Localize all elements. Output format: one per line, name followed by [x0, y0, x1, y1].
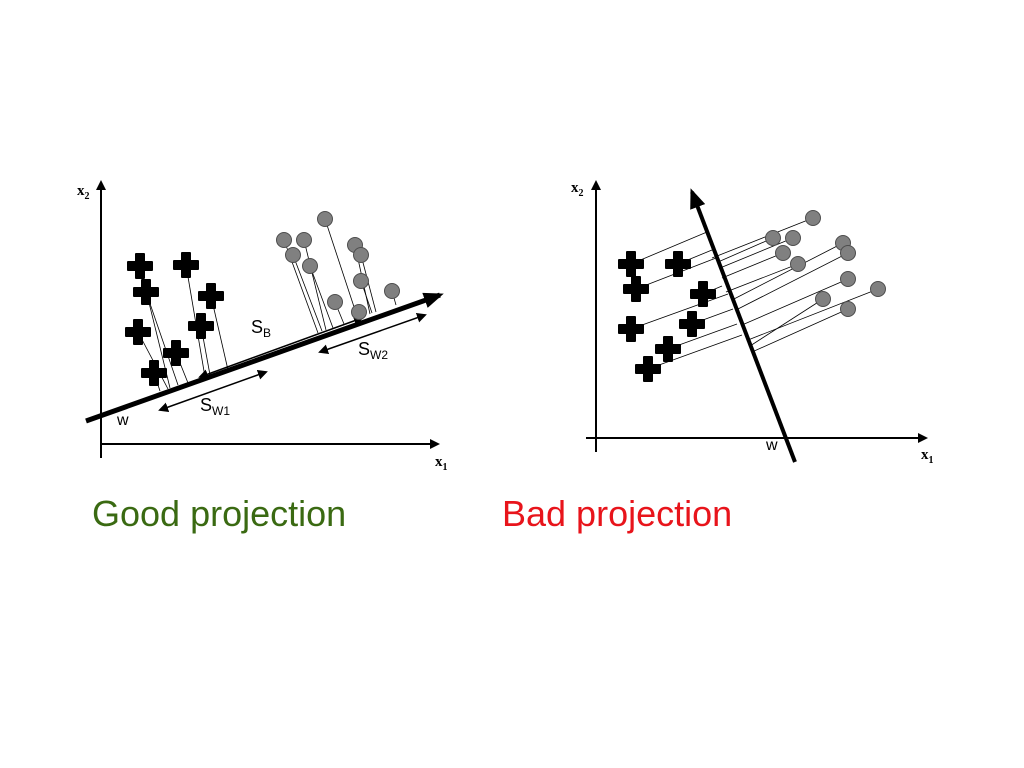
circle-icon — [765, 230, 781, 246]
circle-icon — [870, 281, 886, 297]
circle-icon — [302, 258, 318, 274]
good-projection-panel: x2 x1 w — [77, 180, 448, 473]
good-sw1-label: SW1 — [200, 395, 230, 418]
cross-icon — [618, 251, 644, 277]
good-sw2-arrow — [318, 312, 427, 355]
good-y-axis-label: x2 — [77, 183, 90, 202]
circle-icon — [790, 256, 806, 272]
cross-icon — [618, 316, 644, 342]
bad-class2-markers — [765, 210, 886, 317]
bad-projection-caption: Bad projection — [502, 493, 733, 534]
circle-icon — [285, 247, 301, 263]
good-sb-arrow — [198, 316, 364, 379]
good-sw2-label: SW2 — [358, 339, 388, 362]
circle-icon — [327, 294, 343, 310]
circle-icon — [317, 211, 333, 227]
circle-icon — [353, 247, 369, 263]
circle-icon — [384, 283, 400, 299]
cross-icon — [665, 251, 691, 277]
bad-projection-panel: x2 x1 w — [571, 180, 934, 466]
circle-icon — [353, 273, 369, 289]
cross-icon — [163, 340, 189, 366]
circle-icon — [785, 230, 801, 246]
bad-x-axis-label: x1 — [921, 447, 934, 466]
good-sb-label: SB — [251, 317, 271, 340]
good-x-axis-label: x1 — [435, 454, 448, 473]
circle-icon — [815, 291, 831, 307]
cross-icon — [141, 360, 167, 386]
cross-icon — [623, 276, 649, 302]
circle-icon — [840, 271, 856, 287]
bad-w-label: w — [765, 437, 778, 454]
good-sw1-arrow — [158, 369, 268, 413]
cross-icon — [127, 253, 153, 279]
cross-icon — [690, 281, 716, 307]
good-projection-caption: Good projection — [92, 493, 347, 534]
cross-icon — [188, 313, 214, 339]
cross-icon — [173, 252, 199, 278]
cross-icon — [198, 283, 224, 309]
circle-icon — [840, 301, 856, 317]
cross-icon — [635, 356, 661, 382]
circle-icon — [276, 232, 292, 248]
bad-class1-markers — [618, 251, 716, 382]
cross-icon — [133, 279, 159, 305]
good-w-label: w — [116, 412, 129, 429]
circle-icon — [805, 210, 821, 226]
good-class1-markers — [125, 252, 224, 386]
good-class2-markers — [276, 211, 400, 320]
circle-icon — [351, 304, 367, 320]
cross-icon — [125, 319, 151, 345]
circle-icon — [840, 245, 856, 261]
circle-icon — [296, 232, 312, 248]
cross-icon — [655, 336, 681, 362]
bad-w-line — [690, 188, 797, 463]
bad-y-axis-label: x2 — [571, 180, 584, 199]
cross-icon — [679, 311, 705, 337]
circle-icon — [775, 245, 791, 261]
